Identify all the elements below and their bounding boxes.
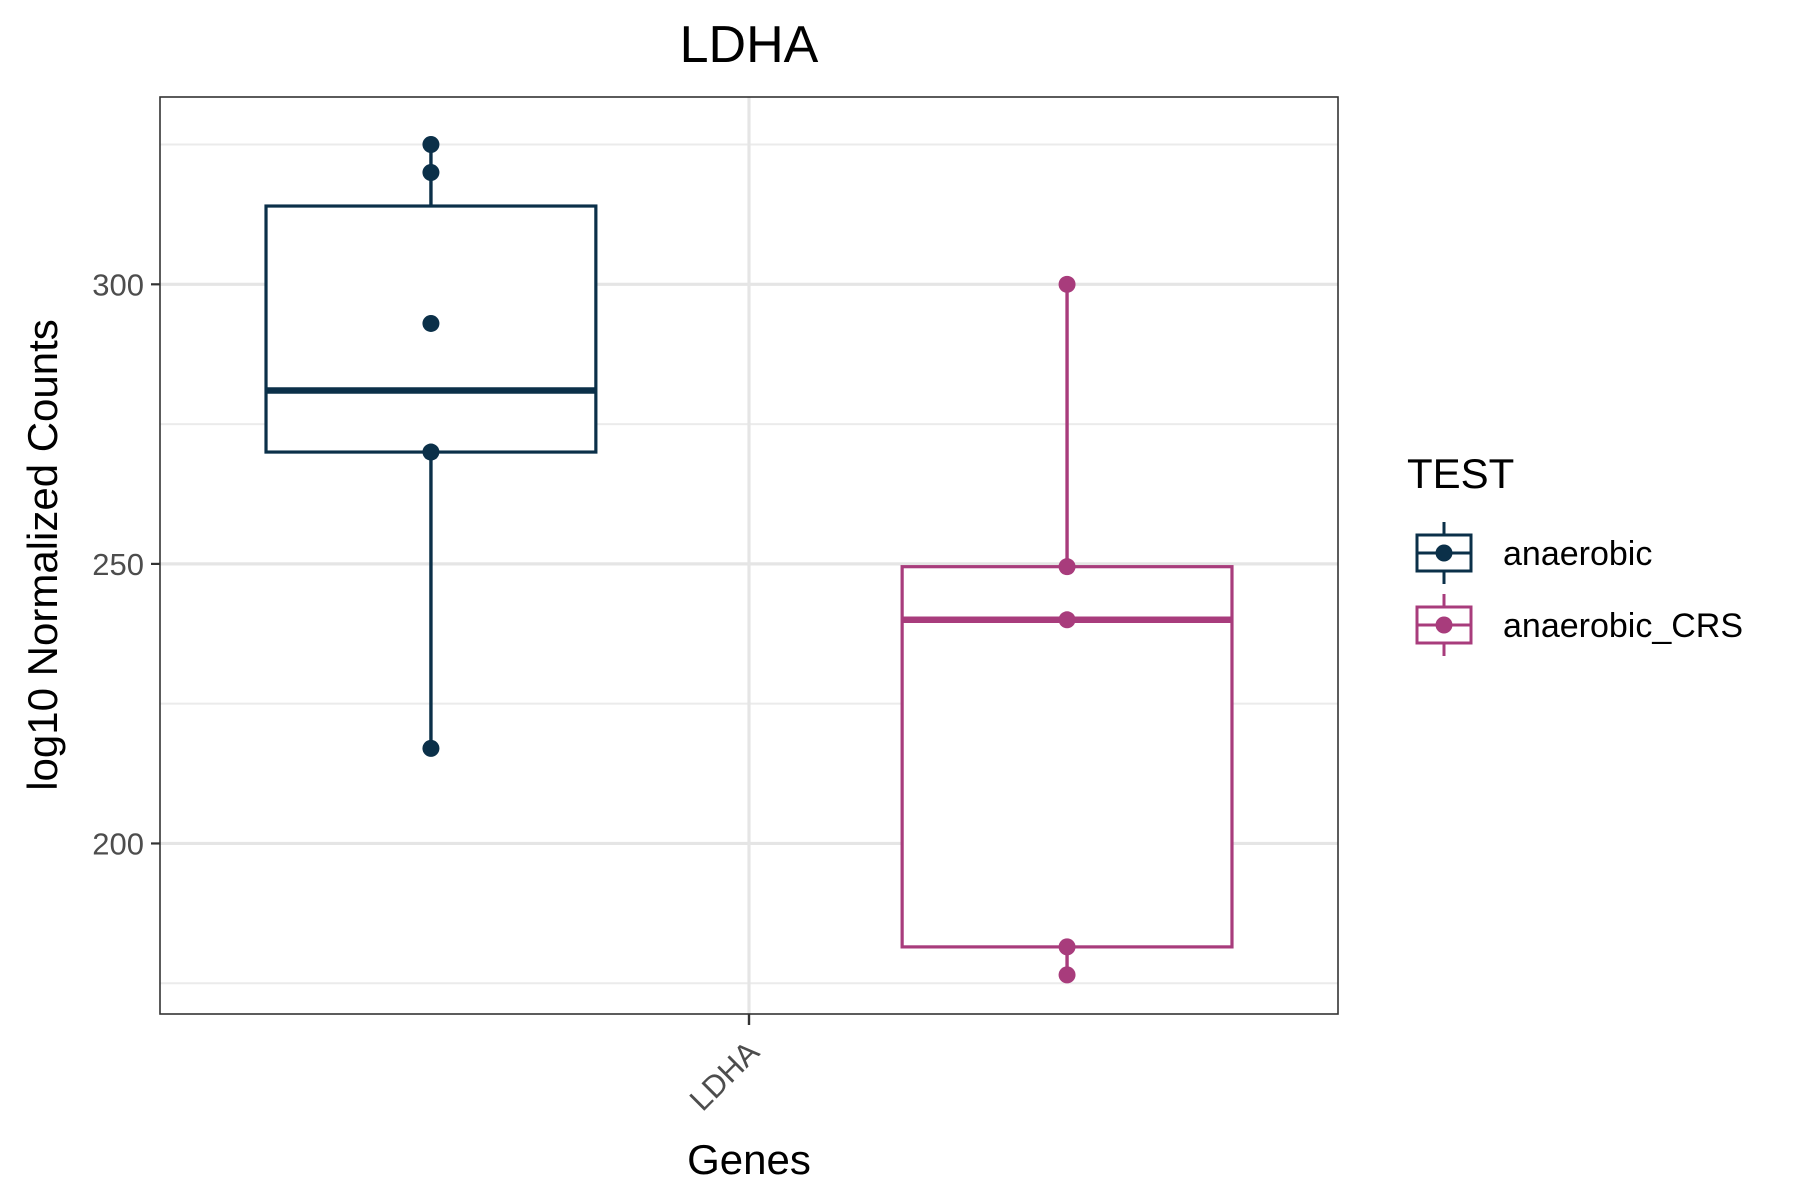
legend: anaerobic anaerobic_CRS bbox=[1415, 522, 1743, 656]
y-tick-label: 200 bbox=[92, 826, 144, 861]
x-axis-title: Genes bbox=[687, 1136, 811, 1183]
data-point bbox=[422, 443, 440, 461]
data-point bbox=[422, 163, 440, 181]
data-point bbox=[1058, 938, 1076, 956]
data-point bbox=[422, 739, 440, 757]
y-tick-label: 250 bbox=[92, 547, 144, 582]
legend-key-point bbox=[1435, 616, 1453, 634]
data-point bbox=[1058, 966, 1076, 984]
box-series bbox=[264, 136, 1234, 984]
data-point bbox=[1058, 611, 1076, 629]
data-point bbox=[422, 314, 440, 332]
y-axis-title: log10 Normalized Counts bbox=[19, 319, 66, 791]
legend-key-point bbox=[1435, 544, 1453, 562]
data-point bbox=[1058, 558, 1076, 576]
box-anaerobic_CRS bbox=[900, 275, 1234, 984]
box-anaerobic bbox=[264, 136, 598, 757]
data-point bbox=[422, 136, 440, 154]
legend-label: anaerobic bbox=[1503, 535, 1652, 573]
y-axis: 200 250 300 bbox=[92, 267, 160, 861]
x-tick-label: LDHA bbox=[683, 1034, 766, 1117]
chart-title: LDHA bbox=[680, 16, 819, 74]
x-axis: LDHA bbox=[683, 1014, 766, 1117]
legend-item-anaerobic_CRS: anaerobic_CRS bbox=[1415, 594, 1743, 656]
y-tick-label: 300 bbox=[92, 267, 144, 302]
legend-title: TEST bbox=[1407, 450, 1514, 497]
legend-label: anaerobic_CRS bbox=[1503, 607, 1743, 645]
iqr-box bbox=[900, 565, 1234, 949]
data-point bbox=[1058, 275, 1076, 293]
legend-item-anaerobic: anaerobic bbox=[1415, 522, 1652, 584]
